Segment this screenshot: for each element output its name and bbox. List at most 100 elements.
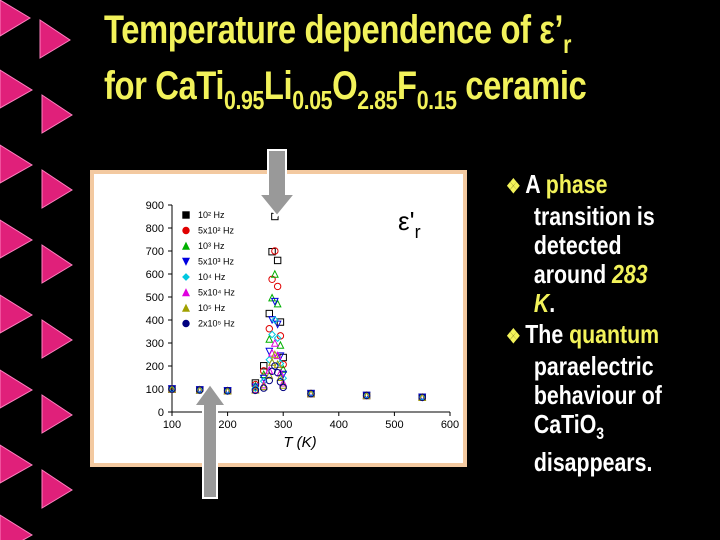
bullet: ❖ The quantum paraelectric behaviour of … bbox=[506, 319, 662, 477]
text: 283 K bbox=[533, 259, 648, 318]
data-point bbox=[279, 360, 287, 369]
data-point bbox=[265, 325, 273, 333]
title-text: Li bbox=[263, 64, 293, 108]
bullet-list: ❖ A phase transition is detected around … bbox=[506, 170, 670, 479]
data-point bbox=[270, 316, 279, 324]
legend-label: 10² Hz bbox=[198, 210, 225, 220]
bullet: ❖ A phase transition is detected around … bbox=[506, 169, 655, 318]
legend-label: 5x10⁴ Hz bbox=[198, 288, 235, 298]
title-sub: 0.15 bbox=[416, 85, 457, 115]
data-point bbox=[260, 362, 268, 370]
data-point bbox=[265, 334, 274, 343]
data-point bbox=[268, 247, 276, 256]
y-tick-label: 300 bbox=[146, 338, 164, 350]
data-point bbox=[276, 318, 285, 326]
legend-marker bbox=[181, 241, 191, 250]
data-point bbox=[270, 350, 279, 359]
data-point bbox=[196, 386, 204, 394]
legend-label: 5x10³ Hz bbox=[198, 257, 235, 267]
data-point bbox=[271, 362, 279, 370]
y-tick-label: 200 bbox=[146, 361, 164, 373]
data-point bbox=[273, 256, 282, 265]
x-tick-label: 600 bbox=[441, 419, 459, 431]
legend-marker bbox=[182, 273, 190, 281]
title-text: ceramic bbox=[456, 64, 587, 108]
text: phase bbox=[545, 169, 608, 199]
y-tick-label: 800 bbox=[146, 223, 164, 235]
data-point bbox=[270, 338, 279, 347]
data-point bbox=[270, 269, 279, 278]
title-sub: 0.05 bbox=[292, 85, 333, 115]
data-point bbox=[265, 376, 273, 385]
x-tick-label: 100 bbox=[163, 419, 181, 431]
text: . bbox=[646, 447, 653, 477]
title-text: for CaTi bbox=[104, 64, 225, 108]
legend-label: 5x10² Hz bbox=[198, 226, 235, 236]
y-tick-label: 900 bbox=[146, 200, 164, 212]
data-point bbox=[273, 282, 282, 291]
legend-marker bbox=[182, 319, 190, 328]
data-point bbox=[273, 320, 282, 329]
data-point bbox=[260, 384, 268, 392]
data-point bbox=[273, 299, 282, 308]
x-tick-label: 300 bbox=[274, 419, 292, 431]
data-point bbox=[276, 372, 285, 381]
title-sub: r bbox=[563, 29, 572, 59]
data-point bbox=[265, 370, 274, 379]
legend-label: 2x10⁵ Hz bbox=[198, 319, 235, 329]
title-line-2: for CaTi0.95Li0.05O2.85F0.15 ceramic bbox=[104, 64, 587, 116]
data-point bbox=[259, 380, 268, 389]
data-point bbox=[259, 374, 268, 383]
data-point bbox=[273, 351, 282, 360]
data-point bbox=[273, 334, 282, 343]
data-point bbox=[251, 386, 260, 395]
decor-stripes bbox=[0, 0, 73, 540]
data-point bbox=[265, 355, 274, 364]
y-tick-label: 700 bbox=[146, 246, 164, 258]
data-point bbox=[362, 391, 371, 400]
data-point bbox=[268, 316, 277, 325]
title-sub: 2.85 bbox=[357, 85, 398, 115]
text: quantum bbox=[569, 319, 660, 349]
legend-label: 10⁴ Hz bbox=[198, 272, 226, 282]
data-point bbox=[251, 384, 260, 392]
y-tick-label: 100 bbox=[146, 384, 164, 396]
legend-marker bbox=[181, 257, 191, 266]
legend-marker bbox=[182, 226, 190, 235]
x-tick-label: 400 bbox=[330, 419, 348, 431]
data-point bbox=[307, 389, 315, 398]
legend-marker bbox=[181, 303, 191, 312]
text: disappears bbox=[533, 447, 647, 477]
data-point bbox=[276, 340, 285, 349]
legend-marker bbox=[181, 288, 191, 297]
title-sub: 0.95 bbox=[224, 85, 264, 115]
data-point bbox=[418, 393, 426, 401]
data-point bbox=[270, 297, 279, 306]
data-point bbox=[276, 368, 285, 377]
data-point bbox=[223, 387, 232, 395]
text: The bbox=[525, 319, 570, 349]
arrow-down bbox=[256, 149, 298, 218]
legend-label: 10⁵ Hz bbox=[198, 303, 226, 313]
y-tick-label: 500 bbox=[146, 292, 164, 304]
text: A bbox=[525, 169, 546, 199]
data-point bbox=[279, 370, 288, 379]
title-text: F bbox=[397, 64, 417, 108]
data-point bbox=[279, 364, 288, 373]
title-text: Temperature dependence of ε’ bbox=[104, 8, 564, 52]
text: 3 bbox=[596, 424, 605, 443]
data-point bbox=[276, 352, 285, 361]
x-tick-label: 500 bbox=[385, 419, 403, 431]
legend-marker bbox=[182, 211, 190, 219]
y-tick-label: 400 bbox=[146, 315, 164, 327]
y-label-sub: r bbox=[415, 222, 421, 242]
y-label-main: ε' bbox=[398, 206, 415, 236]
data-point bbox=[168, 385, 176, 393]
text: . bbox=[549, 288, 556, 318]
arrow-up bbox=[192, 382, 228, 499]
legend-label: 10³ Hz bbox=[198, 241, 225, 251]
data-point bbox=[279, 383, 287, 392]
